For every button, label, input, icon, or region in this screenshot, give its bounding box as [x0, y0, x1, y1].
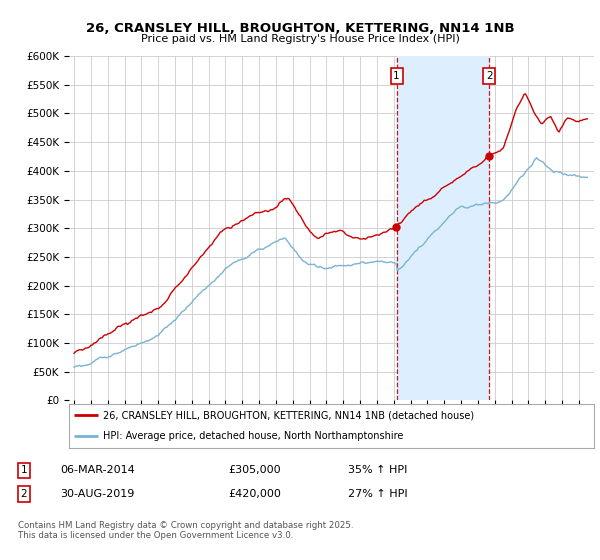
Text: 2: 2 [20, 489, 28, 499]
Text: 35% ↑ HPI: 35% ↑ HPI [348, 465, 407, 475]
Text: 30-AUG-2019: 30-AUG-2019 [60, 489, 134, 499]
Text: 1: 1 [20, 465, 28, 475]
Text: Price paid vs. HM Land Registry's House Price Index (HPI): Price paid vs. HM Land Registry's House … [140, 34, 460, 44]
Text: HPI: Average price, detached house, North Northamptonshire: HPI: Average price, detached house, Nort… [103, 431, 404, 441]
Text: 26, CRANSLEY HILL, BROUGHTON, KETTERING, NN14 1NB (detached house): 26, CRANSLEY HILL, BROUGHTON, KETTERING,… [103, 410, 474, 420]
Text: 27% ↑ HPI: 27% ↑ HPI [348, 489, 407, 499]
Text: 2: 2 [486, 71, 493, 81]
Text: £305,000: £305,000 [228, 465, 281, 475]
Bar [397, 56, 489, 400]
Text: 1: 1 [394, 71, 400, 81]
Text: Contains HM Land Registry data © Crown copyright and database right 2025.
This d: Contains HM Land Registry data © Crown c… [18, 521, 353, 540]
Text: £420,000: £420,000 [228, 489, 281, 499]
Text: 26, CRANSLEY HILL, BROUGHTON, KETTERING, NN14 1NB: 26, CRANSLEY HILL, BROUGHTON, KETTERING,… [86, 22, 514, 35]
Text: 06-MAR-2014: 06-MAR-2014 [60, 465, 135, 475]
